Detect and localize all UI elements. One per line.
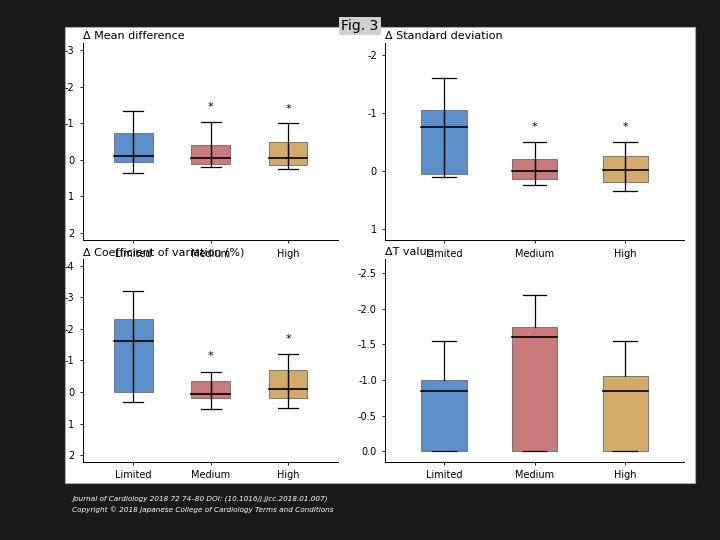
Text: *: * (532, 122, 537, 132)
Bar (603, 376, 648, 451)
Bar (512, 159, 557, 179)
Bar (114, 133, 153, 162)
Text: Δ Mean difference: Δ Mean difference (83, 31, 184, 41)
Bar (192, 381, 230, 399)
Bar (421, 110, 467, 174)
Text: *: * (208, 352, 213, 361)
Bar (603, 156, 648, 183)
Text: Δ Standard deviation: Δ Standard deviation (385, 31, 503, 41)
Text: Fig. 3: Fig. 3 (341, 19, 379, 33)
Bar (421, 380, 467, 451)
Bar (192, 145, 230, 164)
Text: Copyright © 2018 Japanese College of Cardiology Terms and Conditions: Copyright © 2018 Japanese College of Car… (72, 507, 333, 513)
Bar (269, 141, 307, 165)
Text: Δ Coefficient of variation (%): Δ Coefficient of variation (%) (83, 247, 244, 257)
Bar (512, 327, 557, 451)
Text: *: * (285, 104, 291, 113)
Text: *: * (285, 334, 291, 344)
Text: *: * (622, 122, 628, 132)
Bar (114, 319, 153, 392)
Text: ΔT value: ΔT value (385, 247, 433, 257)
Text: Journal of Cardiology 2018 72 74–80 DOI: (10.1016/j.jjcc.2018.01.007): Journal of Cardiology 2018 72 74–80 DOI:… (72, 496, 328, 502)
Text: *: * (208, 102, 213, 112)
Bar (269, 370, 307, 399)
